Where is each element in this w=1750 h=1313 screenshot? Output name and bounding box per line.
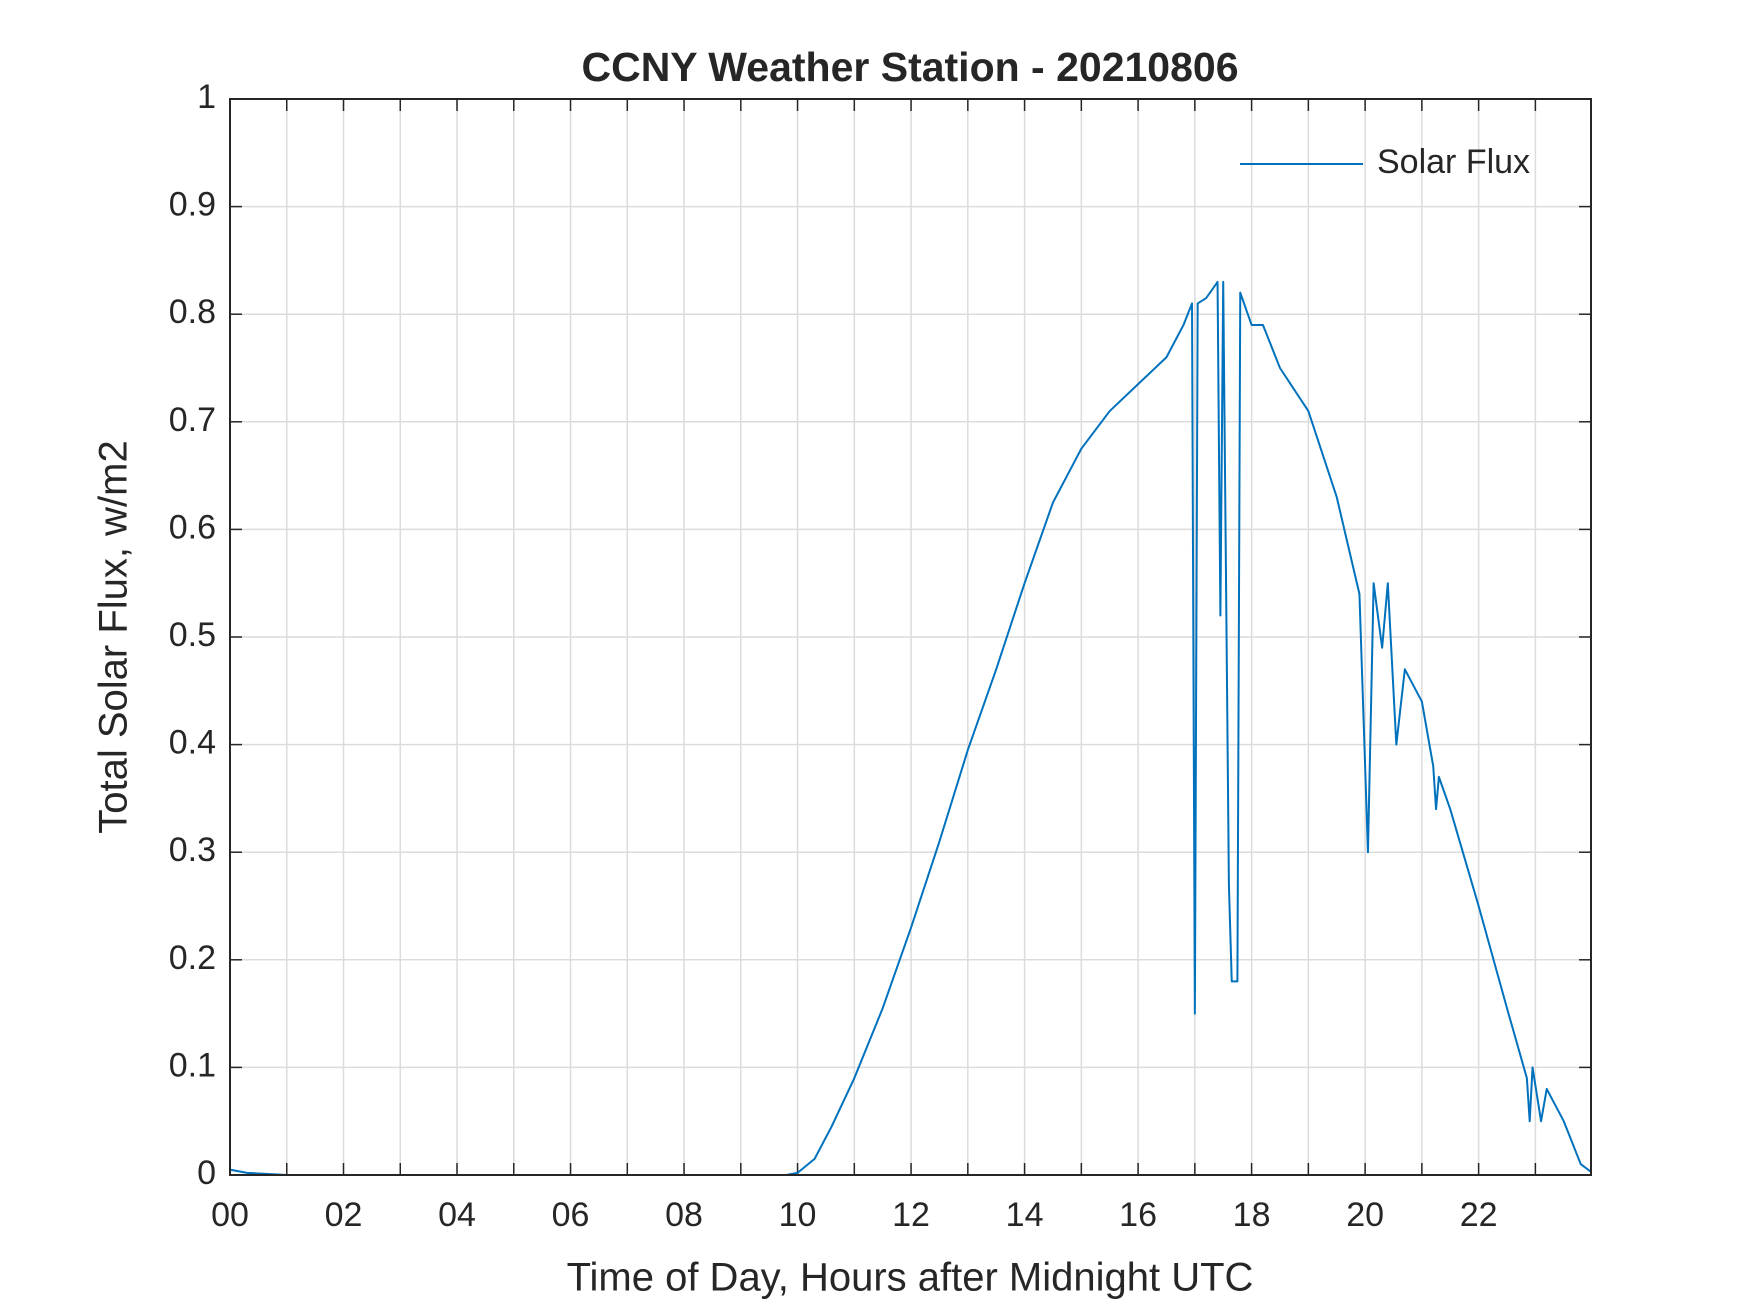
y-tick-label: 0.4 <box>169 724 216 762</box>
data-line <box>229 280 1592 1176</box>
chart-title: CCNY Weather Station - 20210806 <box>581 44 1238 90</box>
y-tick-label: 0.6 <box>169 508 216 546</box>
x-tick-label: 14 <box>1006 1196 1044 1234</box>
x-tick-label: 00 <box>211 1196 249 1234</box>
x-tick-label: 22 <box>1460 1196 1498 1234</box>
plot-frame <box>229 98 1592 1176</box>
x-tick-label: 04 <box>438 1196 476 1234</box>
x-tick-label: 10 <box>779 1196 817 1234</box>
y-axis-label: Total Solar Flux, w/m2 <box>92 440 136 833</box>
y-tick-label: 0.1 <box>169 1046 216 1084</box>
y-tick-label: 0.9 <box>169 186 216 224</box>
y-tick-label: 0.5 <box>169 616 216 654</box>
y-tick-label: 0.3 <box>169 831 216 869</box>
x-tick-label: 12 <box>892 1196 930 1234</box>
x-tick-label: 08 <box>665 1196 703 1234</box>
x-tick-label: 18 <box>1233 1196 1271 1234</box>
x-axis-label: Time of Day, Hours after Midnight UTC <box>567 1256 1254 1300</box>
legend-label: Solar Flux <box>1377 143 1530 181</box>
y-tick-label: 1 <box>197 78 216 116</box>
x-tick-label: 02 <box>325 1196 363 1234</box>
y-tick-label: 0.7 <box>169 401 216 439</box>
y-tick-label: 0.8 <box>169 293 216 331</box>
y-tick-label: 0 <box>197 1154 216 1192</box>
y-tick-label: 0.2 <box>169 939 216 977</box>
x-tick-label: 06 <box>552 1196 590 1234</box>
x-tick-label: 20 <box>1346 1196 1384 1234</box>
x-tick-label: 16 <box>1119 1196 1157 1234</box>
